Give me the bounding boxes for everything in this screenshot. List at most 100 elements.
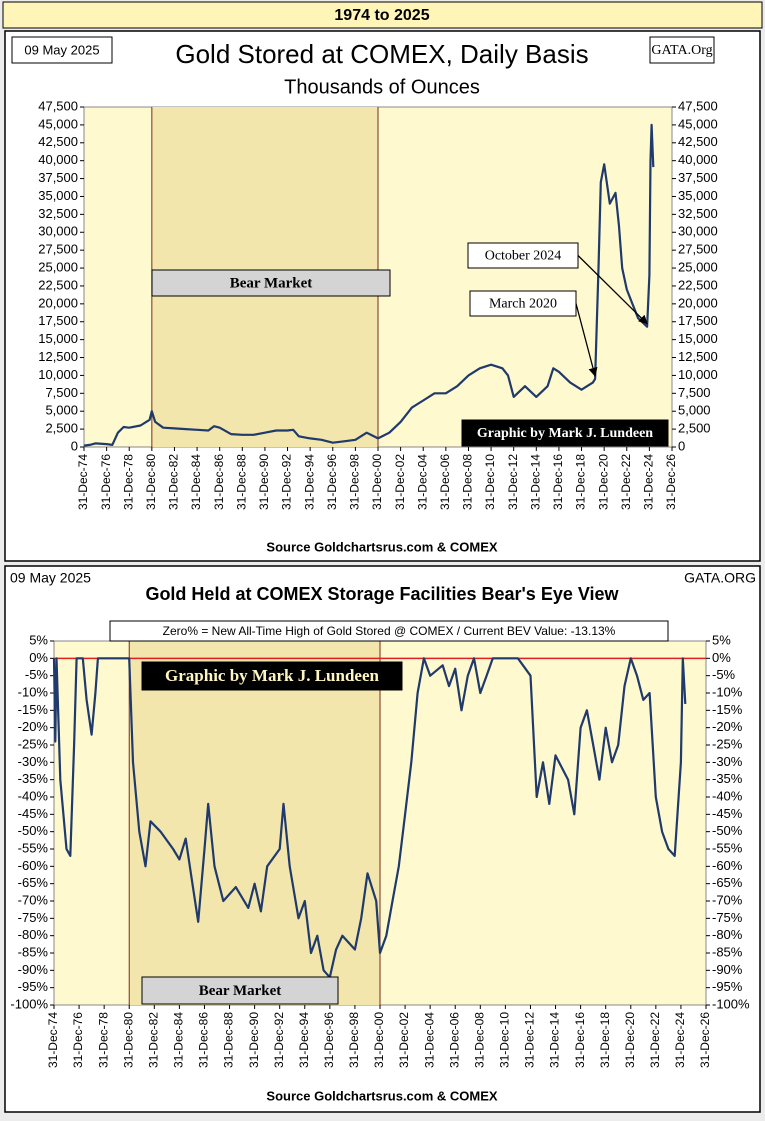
x-tick-label: 31-Dec-20 <box>596 454 610 510</box>
x-tick-label: 31-Dec-14 <box>528 454 542 510</box>
chart-title: Gold Stored at COMEX, Daily Basis <box>175 39 588 69</box>
y2-tick-label: 17,500 <box>678 313 718 328</box>
y-tick-label: -25% <box>18 736 49 751</box>
y2-tick-label: 32,500 <box>678 206 718 221</box>
x-tick-label: 31-Dec-16 <box>551 454 565 510</box>
y2-tick-label: -35% <box>712 771 743 786</box>
y-tick-label: -65% <box>18 875 49 890</box>
y2-tick-label: -90% <box>712 962 743 977</box>
y2-tick-label: 0 <box>678 438 685 453</box>
y-tick-label: -40% <box>18 788 49 803</box>
y-tick-label: -80% <box>18 927 49 942</box>
y-tick-label: 0 <box>71 438 78 453</box>
y-tick-label: 40,000 <box>38 152 78 167</box>
series-line <box>52 657 687 979</box>
y-tick-label: 47,500 <box>38 98 78 113</box>
y-tick-label: -20% <box>18 719 49 734</box>
x-tick-label: 31-Dec-16 <box>573 1012 587 1068</box>
x-tick-label: 31-Dec-90 <box>247 1012 261 1068</box>
x-tick-label: 31-Dec-88 <box>222 1012 236 1068</box>
x-tick-label: 31-Dec-08 <box>461 454 475 510</box>
site-box <box>649 36 715 64</box>
x-tick-label: 31-Dec-26 <box>664 454 678 510</box>
y-tick-label: 17,500 <box>38 313 78 328</box>
y-tick-label: 10,000 <box>38 367 78 382</box>
y2-tick-label: 20,000 <box>678 295 718 310</box>
y2-tick-label: -85% <box>712 944 743 959</box>
y-tick-label: 32,500 <box>38 206 78 221</box>
date: 09 May 2025 <box>10 570 91 586</box>
x-tick-label: 31-Dec-94 <box>302 454 316 510</box>
y-tick-label: 35,000 <box>38 188 78 203</box>
y-tick-label: 42,500 <box>38 134 78 149</box>
x-tick-label: 31-Dec-96 <box>325 454 339 510</box>
x-tick-label: 31-Dec-92 <box>280 454 294 510</box>
credit-box <box>141 661 403 691</box>
x-tick-label: 31-Dec-04 <box>415 454 429 510</box>
x-tick-label: 31-Dec-26 <box>698 1012 712 1068</box>
y2-tick-label: 42,500 <box>678 134 718 149</box>
note: Zero% = New All-Time High of Gold Stored… <box>163 624 616 638</box>
annotation: October 2024 <box>485 249 562 264</box>
y-tick-label: 27,500 <box>38 242 78 257</box>
x-tick-label: 31-Dec-98 <box>348 454 362 510</box>
x-tick-label: 31-Dec-18 <box>598 1012 612 1068</box>
chart-subtitle: Thousands of Ounces <box>284 76 480 98</box>
title-bar <box>2 1 763 29</box>
x-tick-label: 31-Dec-94 <box>297 1012 311 1068</box>
y2-tick-label: -60% <box>712 858 743 873</box>
annotation-arrow <box>577 255 648 325</box>
x-tick-label: 31-Dec-22 <box>619 454 633 510</box>
x-tick-label: 31-Dec-78 <box>121 454 135 510</box>
y2-tick-label: -40% <box>712 788 743 803</box>
y-tick-label: 15,000 <box>38 331 78 346</box>
y2-tick-label: -55% <box>712 840 743 855</box>
x-tick-label: 31-Dec-00 <box>372 1012 386 1068</box>
x-tick-label: 31-Dec-12 <box>523 1012 537 1068</box>
x-tick-label: 31-Dec-12 <box>506 454 520 510</box>
site: GATA.Org <box>651 43 712 58</box>
x-tick-label: 31-Dec-86 <box>197 1012 211 1068</box>
y-tick-label: 12,500 <box>38 349 78 364</box>
x-tick-label: 31-Dec-74 <box>46 1012 60 1068</box>
date: 09 May 2025 <box>24 42 99 57</box>
bear-label: Bear Market <box>230 275 313 291</box>
y2-tick-label: 40,000 <box>678 152 718 167</box>
y2-tick-label: -100% <box>712 996 750 1011</box>
shaded-range <box>129 641 380 1005</box>
y2-tick-label: -45% <box>712 806 743 821</box>
y-tick-label: 22,500 <box>38 277 78 292</box>
y-tick-label: 5% <box>29 632 48 647</box>
x-tick-label: 31-Dec-80 <box>121 1012 135 1068</box>
x-tick-label: 31-Dec-76 <box>99 454 113 510</box>
x-tick-label: 31-Dec-78 <box>96 1012 110 1068</box>
y2-tick-label: -65% <box>712 875 743 890</box>
y2-tick-label: 0% <box>712 650 731 665</box>
x-tick-label: 31-Dec-86 <box>212 454 226 510</box>
annotation: March 2020 <box>489 297 557 312</box>
y-tick-label: -60% <box>18 858 49 873</box>
y2-tick-label: -20% <box>712 719 743 734</box>
y-tick-label: 30,000 <box>38 224 78 239</box>
x-tick-label: 31-Dec-18 <box>574 454 588 510</box>
bear-label: Bear Market <box>199 983 282 999</box>
y2-tick-label: 15,000 <box>678 331 718 346</box>
title-bar-text: 1974 to 2025 <box>334 7 429 24</box>
source: Source Goldchartsrus.com & COMEX <box>266 1088 497 1103</box>
x-tick-label: 31-Dec-74 <box>76 454 90 510</box>
y2-tick-label: -15% <box>712 702 743 717</box>
date-box <box>11 36 113 64</box>
y2-tick-label: 5,000 <box>678 403 711 418</box>
y2-tick-label: 12,500 <box>678 349 718 364</box>
y2-tick-label: -70% <box>712 892 743 907</box>
x-tick-label: 31-Dec-20 <box>623 1012 637 1068</box>
y-tick-label: -45% <box>18 806 49 821</box>
credit-box <box>461 419 669 447</box>
y-tick-label: -5% <box>25 667 49 682</box>
y2-tick-label: 7,500 <box>678 385 711 400</box>
y2-tick-label: 5% <box>712 632 731 647</box>
x-tick-label: 31-Dec-80 <box>144 454 158 510</box>
x-tick-label: 31-Dec-24 <box>642 454 656 510</box>
y-tick-label: 0% <box>29 650 48 665</box>
